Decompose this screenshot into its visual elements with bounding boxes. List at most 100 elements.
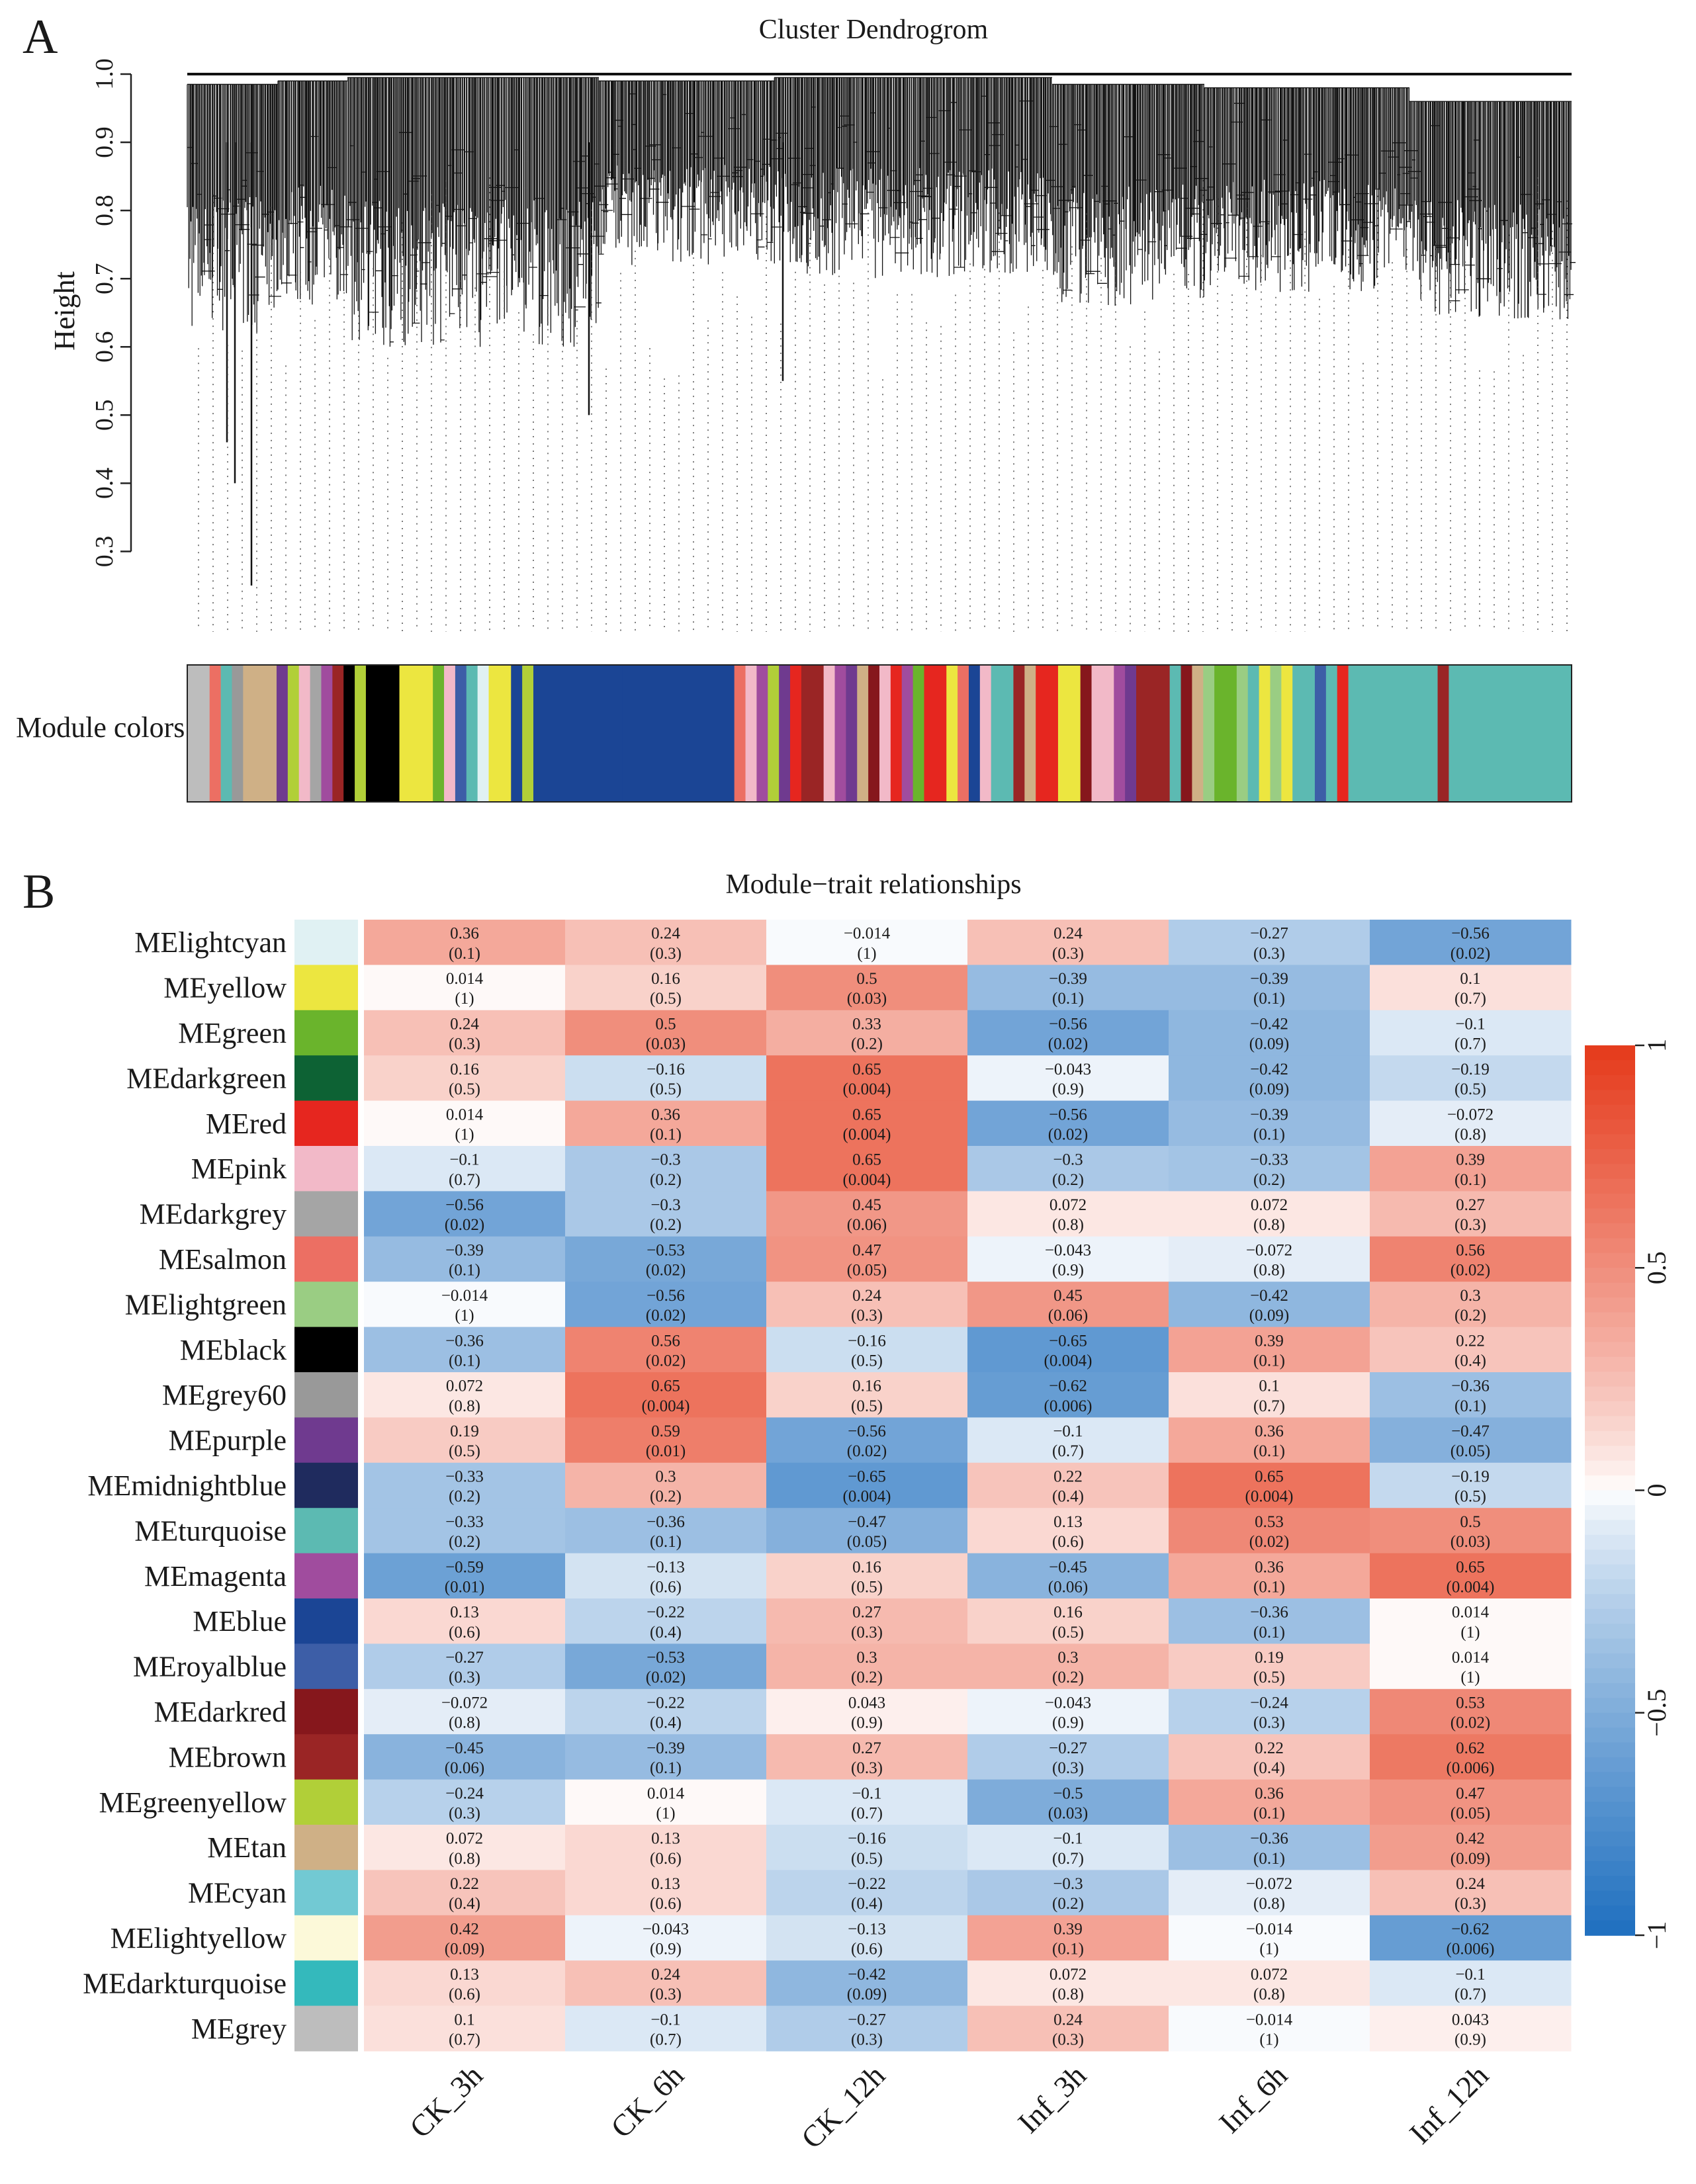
cell-value: 0.13 [450, 1966, 479, 1984]
cell-pvalue: (0.5) [1454, 1080, 1486, 1098]
cell-value: −0.56 [445, 1196, 484, 1214]
module-color-block [455, 665, 467, 802]
heatmap-cell [565, 1870, 767, 1916]
cell-pvalue: (0.06) [1048, 1578, 1088, 1596]
cell-value: −0.014 [844, 925, 891, 943]
heatmap-cell [1370, 1734, 1572, 1780]
heatmap-cell [565, 1508, 767, 1554]
module-color-block [276, 665, 289, 802]
heatmap-cell [364, 1146, 566, 1192]
cell-pvalue: (0.8) [1253, 1986, 1285, 2003]
cell-value: −0.072 [1246, 1242, 1292, 1260]
module-color-block [1091, 665, 1114, 802]
heatmap-cell [565, 1191, 767, 1237]
row-label: MEdarkturquoise [83, 1967, 287, 1999]
module-color-block [355, 665, 367, 802]
cell-value: −0.42 [1250, 1016, 1288, 1033]
cell-value: 0.014 [1452, 1604, 1490, 1622]
cell-value: −0.16 [848, 1332, 886, 1350]
cell-pvalue: (0.3) [449, 1804, 480, 1822]
heatmap-cell [766, 1688, 968, 1735]
heatmap-cell [364, 1598, 566, 1644]
y-tick-label: 0.7 [91, 263, 118, 294]
cell-pvalue: (0.1) [650, 1533, 682, 1551]
cell-value: 0.24 [651, 1966, 680, 1984]
cell-pvalue: (0.8) [1253, 1216, 1285, 1234]
heatmap-cell [1169, 2005, 1370, 2052]
cell-value: 0.24 [651, 925, 680, 943]
cell-value: −0.27 [445, 1649, 484, 1667]
cell-pvalue: (0.6) [1052, 1533, 1084, 1551]
module-color-block [734, 665, 746, 802]
cell-pvalue: (0.5) [650, 1080, 682, 1098]
cell-value: −0.65 [848, 1468, 886, 1486]
cell-pvalue: (0.9) [1052, 1262, 1084, 1280]
cell-pvalue: (0.02) [445, 1216, 484, 1234]
cell-value: −0.36 [1250, 1830, 1288, 1848]
module-swatch [294, 1643, 358, 1690]
heatmap-cell [1169, 1372, 1370, 1418]
cell-pvalue: (0.2) [1454, 1307, 1486, 1325]
cell-value: −0.47 [848, 1513, 886, 1531]
heatmap-cell [1370, 1282, 1572, 1328]
column-label: Inf_6h [1212, 2058, 1294, 2140]
row-label: MEpurple [169, 1424, 287, 1457]
module-color-block [1214, 665, 1237, 802]
cell-pvalue: (0.4) [1253, 1759, 1285, 1777]
cell-pvalue: (0.4) [1454, 1352, 1486, 1370]
heatmap-cell [364, 1643, 566, 1690]
heatmap-cell [364, 1508, 566, 1554]
cell-pvalue: (1) [857, 945, 876, 963]
heatmap-cell [565, 2005, 767, 2052]
module-swatch [294, 1734, 358, 1780]
module-swatch [294, 1915, 358, 1961]
module-color-block [1337, 665, 1349, 802]
cell-value: −0.39 [1250, 970, 1288, 988]
cell-pvalue: (1) [1259, 1941, 1278, 1958]
cell-pvalue: (0.3) [1253, 945, 1285, 963]
cell-value: 0.36 [450, 925, 479, 943]
cell-value: −0.13 [848, 1921, 886, 1939]
cell-value: −0.56 [1049, 1106, 1087, 1123]
heatmap-cell [364, 965, 566, 1011]
cell-pvalue: (0.2) [1052, 1171, 1084, 1189]
module-color-block [1437, 665, 1450, 802]
y-tick-label: 0.3 [91, 536, 118, 568]
heatmap-cell [967, 1734, 1169, 1780]
cell-pvalue: (0.05) [1451, 1442, 1490, 1460]
cell-value: 0.39 [1456, 1151, 1485, 1169]
heatmap-cell [364, 1010, 566, 1056]
heatmap-cell [364, 1734, 566, 1780]
heatmap-cell [1370, 1825, 1572, 1870]
cell-pvalue: (0.004) [642, 1397, 690, 1415]
cell-value: 0.24 [1053, 925, 1083, 943]
cell-value: −0.1 [1455, 1966, 1485, 1984]
heatmap-cell [766, 1055, 968, 1102]
cell-value: 0.16 [450, 1061, 479, 1078]
cell-value: 0.27 [852, 1604, 881, 1622]
cell-pvalue: (0.09) [445, 1941, 484, 1958]
heatmap-cell [565, 1010, 767, 1056]
module-color-block [756, 665, 768, 802]
module-color-block [466, 665, 478, 802]
module-color-block [946, 665, 958, 802]
row-label: MEroyalblue [133, 1651, 287, 1683]
module-color-block [332, 665, 344, 802]
heatmap-cell [967, 920, 1169, 965]
heatmap-cell [364, 1417, 566, 1463]
cell-pvalue: (0.1) [1253, 1804, 1285, 1822]
heatmap-cell [364, 1688, 566, 1735]
heatmap-cell [766, 1010, 968, 1056]
cell-pvalue: (0.7) [1052, 1850, 1084, 1868]
cell-pvalue: (0.9) [650, 1941, 682, 1958]
heatmap-cell [967, 1191, 1169, 1237]
cell-pvalue: (0.02) [1048, 1125, 1088, 1143]
cell-pvalue: (0.3) [851, 2031, 883, 2048]
heatmap-cell [766, 1146, 968, 1192]
module-color-block [310, 665, 322, 802]
module-swatch [294, 1870, 358, 1916]
cell-pvalue: (0.7) [1052, 1442, 1084, 1460]
module-color-block [1169, 665, 1182, 802]
cell-pvalue: (0.8) [449, 1397, 480, 1415]
